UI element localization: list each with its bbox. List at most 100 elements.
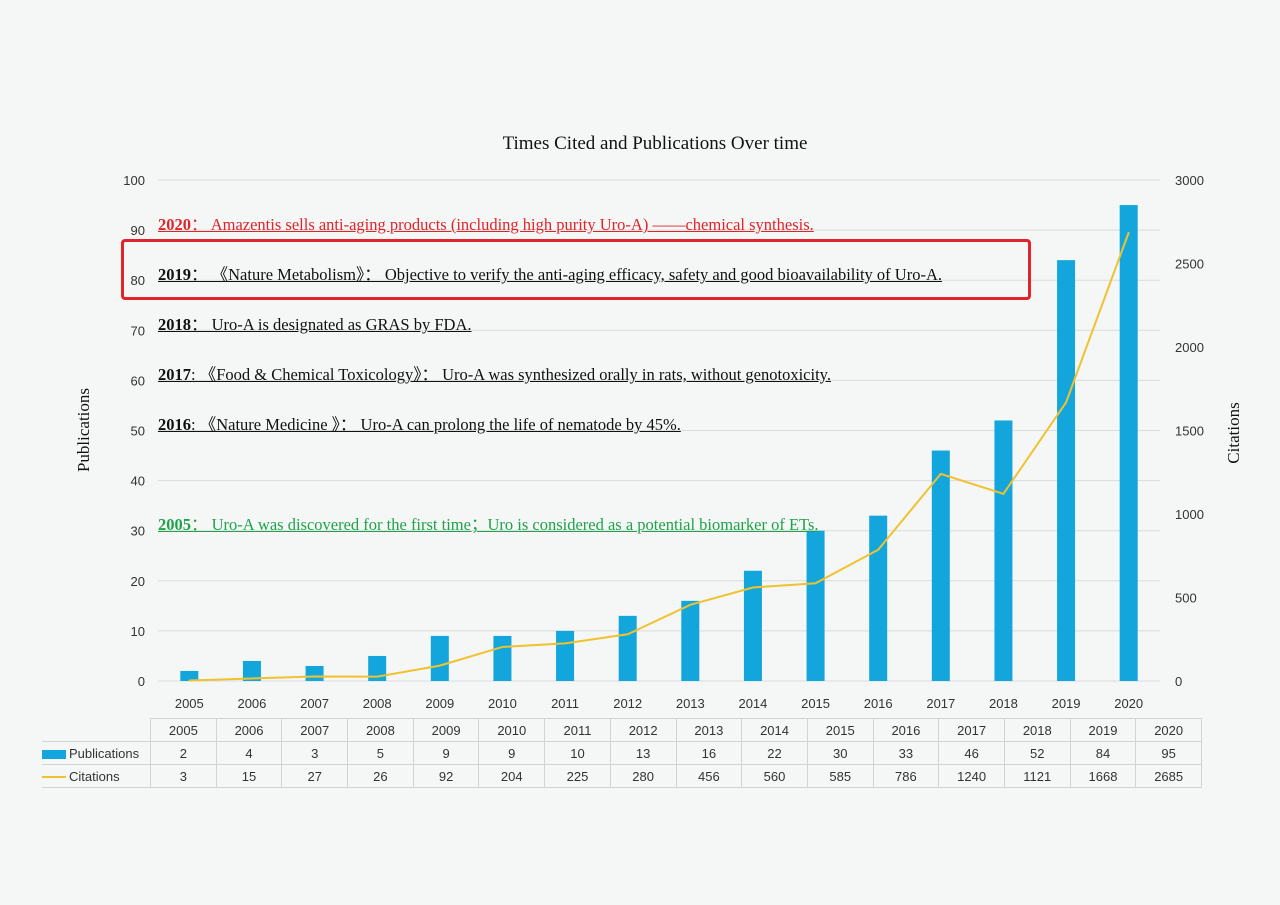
table-cell-year: 2008 [347, 718, 414, 742]
y2-tick-label: 1500 [1175, 424, 1204, 439]
table-cell-year: 2013 [675, 718, 743, 742]
bar [430, 635, 449, 681]
line-point [752, 586, 754, 589]
table-cell-citations: 92 [412, 764, 480, 788]
y2-tick-label: 2000 [1175, 340, 1204, 355]
table-cell-year: 2009 [412, 718, 480, 742]
table-cell-year: 2007 [281, 718, 349, 742]
x-tick-label: 2006 [237, 696, 266, 711]
table-cell-publications: 9 [412, 741, 480, 765]
line-point [626, 633, 629, 636]
line-point [439, 664, 441, 667]
table-corner [42, 718, 151, 742]
y-tick-label: 30 [131, 524, 145, 539]
annotation-year: 2018 [158, 315, 191, 334]
table-row-citations: Citations 3 15 27 26 92 204 225 280 456 560 585 786… [42, 764, 1202, 788]
table-cell-citations: 456 [675, 764, 743, 788]
annotation-text: ： Uro-A was discovered for the first tim… [191, 515, 819, 534]
table-cell-publications: 33 [872, 741, 940, 765]
annotation-2018: 2018： Uro-A is designated as GRAS by FDA… [158, 311, 472, 335]
x-tick-label: 2015 [801, 696, 830, 711]
bar [1119, 205, 1138, 682]
x-tick-label: 2007 [300, 696, 329, 711]
legend-line-swatch [42, 776, 66, 779]
annotation-text: : 《Food & Chemical Toxicology》： Uro-A wa… [191, 365, 831, 384]
x-tick-label: 2018 [989, 696, 1018, 711]
table-cell-citations: 3 [150, 764, 217, 788]
table-cell-citations: 2685 [1135, 764, 1202, 788]
y2-tick-label: 500 [1175, 591, 1197, 606]
table-cell-year: 2014 [741, 718, 808, 742]
bar [806, 530, 825, 681]
annotation-2016: 2016: 《Nature Medicine 》： Uro-A can prol… [158, 411, 681, 435]
y2-tick-label: 1000 [1175, 507, 1204, 522]
table-cell-publications: 22 [741, 741, 808, 765]
table-header-row: 2005 2006 2007 2008 2009 2010 2011 2012 2013 2014… [42, 718, 1202, 742]
table-cell-year: 2011 [544, 718, 611, 742]
table-cell-year: 2018 [1003, 718, 1071, 742]
annotation-text: ： 《Nature Metabolism》： Objective to veri… [191, 265, 942, 284]
bar [493, 635, 512, 681]
line-point [1065, 401, 1067, 404]
x-tick-label: 2010 [488, 696, 517, 711]
table-cell-citations: 27 [281, 764, 349, 788]
y-axis-title: Publications [74, 388, 93, 472]
table-cell-year: 2015 [806, 718, 874, 742]
annotation-text: ： Amazentis sells anti-aging products (i… [191, 215, 814, 234]
table-cell-citations: 786 [872, 764, 940, 788]
y-tick-label: 70 [131, 323, 145, 338]
line-point [1127, 231, 1130, 234]
table-cell-citations: 225 [544, 764, 611, 788]
annotation-year: 2005 [158, 515, 191, 534]
table-cell-citations: 1668 [1069, 764, 1137, 788]
x-tick-label: 2005 [175, 696, 204, 711]
line-point [188, 679, 191, 682]
citations-line [188, 231, 1130, 682]
highlight-box [121, 239, 1031, 300]
legend-label: Citations [69, 768, 120, 784]
y-tick-label: 20 [131, 574, 145, 589]
table-cell-publications: 13 [609, 741, 677, 765]
annotation-year: 2019 [158, 265, 191, 284]
x-tick-label: 2011 [551, 696, 579, 711]
table-cell-publications: 2 [150, 741, 217, 765]
bar [1057, 260, 1076, 681]
x-tick-label: 2008 [363, 696, 392, 711]
annotation-year: 2016 [158, 415, 191, 434]
bar [242, 660, 261, 681]
x-tick-label: 2013 [676, 696, 705, 711]
legend-citations: Citations [42, 764, 151, 788]
line-point [689, 604, 692, 606]
x-tick-label: 2012 [613, 696, 642, 711]
annotation-2019: 2019： 《Nature Metabolism》： Objective to … [158, 261, 942, 285]
y-axis-left: 0 10 20 30 40 50 60 70 80 90 100 [123, 173, 145, 689]
chart-title: Times Cited and Publications Over time [503, 133, 808, 154]
bar [681, 600, 700, 681]
line-point [376, 675, 378, 678]
x-tick-label: 2019 [1052, 696, 1081, 711]
table-cell-year: 2020 [1135, 718, 1202, 742]
table-cell-publications: 30 [806, 741, 874, 765]
x-tick-label: 2017 [926, 696, 955, 711]
y-tick-label: 40 [131, 474, 145, 489]
x-tick-label: 2016 [864, 696, 893, 711]
table-cell-year: 2012 [609, 718, 677, 742]
table-cell-citations: 1121 [1003, 764, 1071, 788]
table-cell-publications: 9 [478, 741, 546, 765]
bar [180, 670, 199, 681]
line-point [940, 473, 942, 475]
table-cell-year: 2010 [478, 718, 546, 742]
line-point [313, 675, 316, 678]
table-cell-citations: 26 [347, 764, 414, 788]
gridlines [158, 179, 1160, 682]
line-point [251, 677, 253, 680]
y2-tick-label: 2500 [1175, 257, 1204, 272]
citations-series-line [189, 232, 1130, 682]
bar [743, 570, 762, 681]
legend-bar-swatch [42, 749, 66, 759]
table-cell-citations: 560 [741, 764, 808, 788]
data-table: 2005 2006 2007 2008 2009 2010 2011 2012 2013 2014… [42, 718, 1202, 788]
bar [994, 420, 1013, 681]
table-cell-year: 2016 [872, 718, 940, 742]
table-cell-publications: 16 [675, 741, 743, 765]
